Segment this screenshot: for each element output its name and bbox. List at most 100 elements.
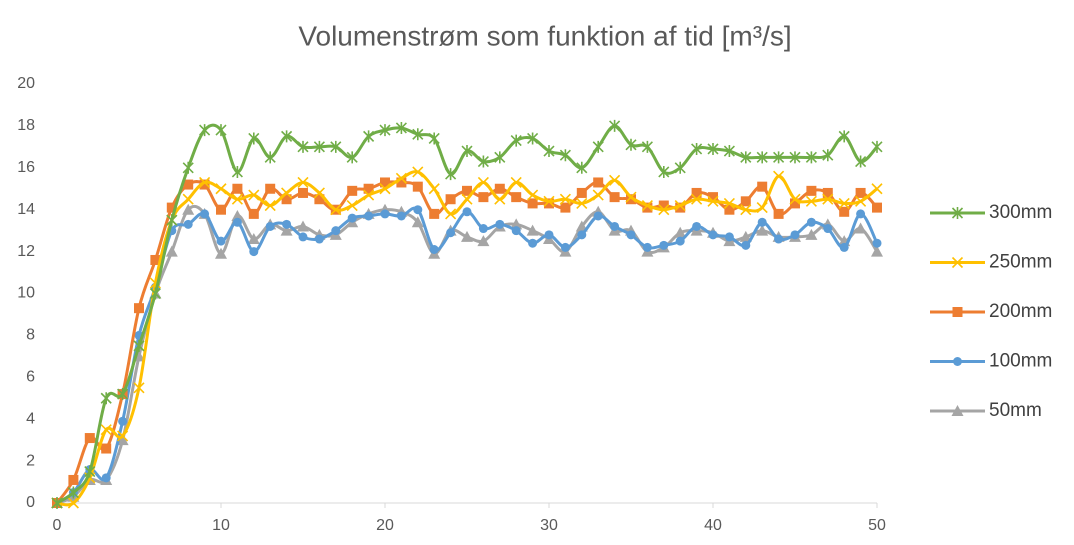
marker: [822, 187, 833, 198]
marker: [134, 303, 144, 314]
marker: [822, 193, 834, 205]
marker: [182, 193, 194, 205]
y-tick-label: 10: [17, 285, 35, 302]
marker: [247, 233, 260, 245]
marker: [691, 193, 703, 205]
marker: [182, 203, 195, 215]
marker: [641, 199, 653, 212]
marker: [313, 187, 325, 199]
marker: [298, 187, 308, 198]
marker: [658, 200, 669, 211]
marker: [215, 183, 227, 195]
marker: [199, 179, 210, 190]
x-tick-label: 50: [868, 517, 886, 534]
marker: [363, 183, 374, 194]
marker: [494, 183, 505, 194]
marker: [543, 145, 555, 158]
y-tick-label: 4: [26, 410, 35, 427]
marker: [544, 230, 554, 240]
x-tick-label: 0: [53, 517, 62, 534]
legend-label: 100mm: [989, 351, 1052, 372]
marker: [692, 221, 702, 231]
marker: [231, 165, 243, 178]
marker: [379, 183, 391, 195]
marker: [478, 192, 489, 203]
marker: [740, 204, 752, 216]
marker: [951, 405, 964, 416]
marker: [199, 124, 211, 137]
marker: [281, 187, 293, 199]
marker: [346, 151, 358, 164]
marker: [379, 124, 391, 137]
marker: [740, 196, 751, 207]
marker: [347, 185, 358, 196]
marker: [691, 187, 702, 198]
marker: [280, 224, 293, 236]
marker: [838, 197, 850, 209]
marker: [626, 230, 636, 240]
series-line: [56, 123, 879, 505]
marker: [839, 206, 850, 217]
marker: [856, 209, 866, 219]
marker: [445, 168, 457, 181]
marker: [691, 142, 703, 155]
marker: [231, 209, 244, 221]
marker: [659, 240, 669, 250]
marker: [872, 202, 882, 213]
marker: [297, 220, 309, 232]
marker: [592, 140, 604, 153]
marker: [952, 307, 963, 317]
marker: [117, 430, 129, 442]
marker: [183, 219, 193, 229]
series: [51, 203, 883, 508]
marker: [248, 208, 259, 219]
marker: [133, 339, 145, 352]
marker: [757, 217, 767, 227]
marker: [428, 132, 440, 145]
marker: [723, 145, 735, 158]
marker: [610, 221, 620, 231]
marker: [560, 202, 571, 213]
x-tick-label: 40: [704, 517, 722, 534]
marker: [625, 138, 637, 151]
marker: [265, 183, 276, 194]
marker: [346, 199, 358, 212]
marker: [264, 151, 276, 164]
y-tick-label: 12: [17, 243, 35, 260]
marker: [724, 232, 734, 242]
marker: [805, 228, 818, 240]
marker: [593, 211, 603, 221]
y-tick-label: 0: [26, 494, 35, 511]
marker: [724, 204, 735, 215]
y-tick-label: 18: [17, 117, 35, 134]
marker: [150, 254, 161, 265]
marker: [477, 176, 489, 189]
marker: [248, 189, 260, 201]
marker: [68, 474, 79, 485]
marker: [429, 208, 440, 219]
y-tick-label: 14: [17, 201, 35, 218]
marker: [232, 217, 242, 227]
marker: [412, 181, 423, 192]
marker: [790, 230, 800, 240]
marker: [855, 195, 867, 207]
marker: [363, 189, 375, 201]
marker: [511, 192, 522, 203]
marker: [232, 183, 243, 194]
marker: [364, 211, 374, 221]
marker: [363, 130, 375, 143]
marker: [101, 443, 112, 454]
marker: [528, 238, 538, 248]
marker: [249, 247, 259, 257]
marker: [593, 177, 604, 188]
marker: [708, 192, 718, 203]
marker: [609, 119, 621, 132]
marker: [658, 204, 670, 216]
marker: [446, 228, 456, 238]
marker: [116, 434, 129, 446]
marker: [445, 208, 457, 220]
marker: [477, 235, 490, 247]
marker: [510, 134, 522, 147]
marker: [396, 177, 407, 188]
marker: [871, 140, 883, 153]
